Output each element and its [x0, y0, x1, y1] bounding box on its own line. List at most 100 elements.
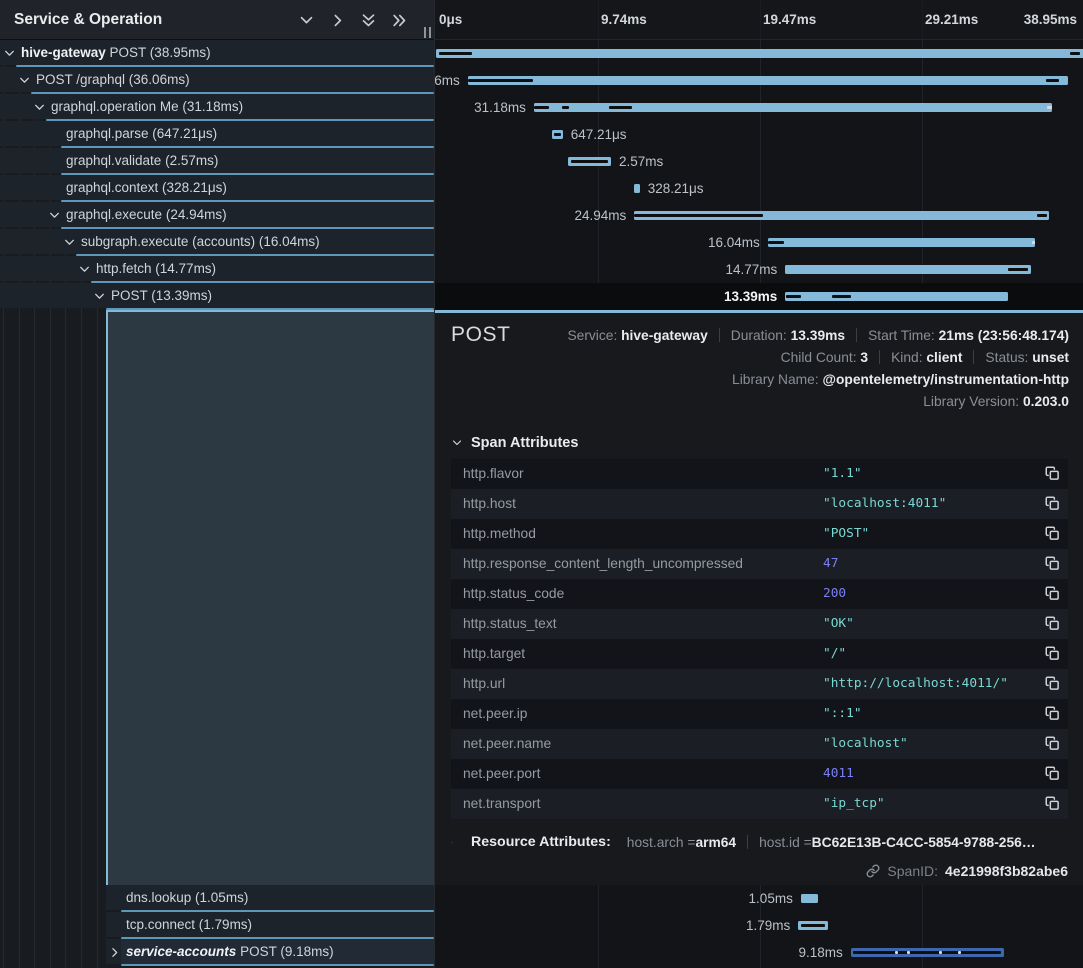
chevron-down-icon[interactable]: [78, 263, 91, 276]
overview-value: 0.203.0: [1023, 394, 1069, 409]
overview-value: unset: [1032, 350, 1069, 365]
attribute-row: http.flavor"1.1": [451, 459, 1068, 489]
span-bar[interactable]: [785, 292, 1008, 301]
service-operation-panel: hive-gateway POST (38.95ms)POST /graphql…: [0, 0, 434, 968]
span-attributes-table: http.flavor"1.1"http.host"localhost:4011…: [451, 459, 1068, 819]
child-span-marker: [439, 52, 471, 55]
copy-icon[interactable]: [1045, 616, 1060, 631]
chevron-down-icon[interactable]: [3, 47, 16, 60]
timeline-row: 13.39ms: [435, 283, 1083, 310]
span-attributes-header[interactable]: Span Attributes: [451, 435, 578, 451]
span-duration-label: 2.57ms: [619, 148, 663, 175]
attribute-row: http.host"localhost:4011": [451, 489, 1068, 519]
divider: [879, 350, 880, 364]
chevron-down-icon[interactable]: [63, 236, 76, 249]
attribute-row: http.response_content_length_uncompresse…: [451, 549, 1068, 579]
copy-icon[interactable]: [1045, 796, 1060, 811]
panel-resize-handle[interactable]: [424, 25, 431, 39]
child-span-marker: [609, 106, 632, 109]
divider: [856, 328, 857, 342]
copy-icon[interactable]: [1045, 766, 1060, 781]
copy-icon[interactable]: [1045, 676, 1060, 691]
chevron-right-icon[interactable]: [108, 946, 121, 959]
span-bar[interactable]: [468, 76, 1068, 85]
copy-icon[interactable]: [1045, 496, 1060, 511]
double-chevron-right-icon[interactable]: [391, 12, 408, 29]
attribute-row: http.url "http://localhost:4011/": [451, 669, 1068, 699]
chevron-down-icon[interactable]: [48, 209, 61, 222]
span-row-graphql-execute[interactable]: graphql.execute (24.94ms): [0, 202, 434, 229]
span-row-tcp-connect[interactable]: tcp.connect (1.79ms): [0, 912, 434, 939]
span-row-http-fetch[interactable]: http.fetch (14.77ms): [0, 256, 434, 283]
span-bar[interactable]: [634, 184, 639, 193]
attribute-row: net.peer.ip"::1": [451, 699, 1068, 729]
span-bar[interactable]: [851, 948, 1004, 957]
span-bar[interactable]: [785, 265, 1031, 274]
copy-icon[interactable]: [1045, 526, 1060, 541]
span-label: tcp.connect (1.79ms): [126, 912, 252, 937]
span-row-subgraph-execute-accounts-[interactable]: subgraph.execute (accounts) (16.04ms): [0, 229, 434, 256]
span-bar[interactable]: [436, 49, 1083, 58]
chevron-right-icon[interactable]: [451, 837, 462, 848]
attribute-value: "localhost": [823, 729, 908, 759]
span-duration-label: 1.05ms: [749, 885, 793, 912]
attribute-value: "POST": [823, 519, 869, 549]
attribute-value: 200: [823, 579, 846, 609]
copy-icon[interactable]: [1045, 556, 1060, 571]
resource-attributes-row[interactable]: Resource Attributes:host.arch = arm64hos…: [451, 834, 1036, 850]
span-bar[interactable]: [534, 103, 1052, 112]
span-detail-title: POST: [451, 323, 511, 347]
child-span-dot: [895, 951, 898, 954]
span-row-dns-lookup[interactable]: dns.lookup (1.05ms): [0, 885, 434, 912]
copy-icon[interactable]: [1045, 736, 1060, 751]
span-row-background: [0, 256, 434, 281]
span-row-graphql-context[interactable]: graphql.context (328.21μs): [0, 175, 434, 202]
overview-label: Library Version:: [923, 394, 1023, 409]
span-id-row: SpanID: 4e21998f3b82abe6: [866, 863, 1068, 879]
divider: [719, 328, 720, 342]
span-bar[interactable]: [768, 238, 1035, 247]
copy-icon[interactable]: [1045, 466, 1060, 481]
copy-icon[interactable]: [1045, 646, 1060, 661]
span-duration-label: 24.94ms: [575, 202, 627, 229]
span-bar[interactable]: [801, 894, 818, 903]
copy-icon[interactable]: [1045, 706, 1060, 721]
span-label: POST (13.39ms): [111, 283, 212, 308]
timeline-row: 1.79ms: [435, 912, 1083, 939]
attribute-key: http.url: [463, 669, 505, 699]
copy-icon[interactable]: [1045, 586, 1060, 601]
chevron-down-icon[interactable]: [93, 290, 106, 303]
span-bar[interactable]: [798, 921, 828, 930]
link-icon[interactable]: [866, 864, 880, 878]
attribute-key: http.response_content_length_uncompresse…: [463, 549, 743, 579]
span-row-post[interactable]: service-accounts POST (9.18ms): [0, 939, 434, 966]
span-row-graphql-parse[interactable]: graphql.parse (647.21μs): [0, 121, 434, 148]
span-row-graphql-operation-me[interactable]: graphql.operation Me (31.18ms): [0, 94, 434, 121]
span-row-post[interactable]: POST (13.39ms): [0, 283, 434, 310]
span-row-background: [0, 283, 434, 308]
attribute-value: 47: [823, 549, 838, 579]
span-bar[interactable]: [568, 157, 611, 166]
child-span-marker: [571, 160, 609, 163]
attribute-row: http.target"/": [451, 639, 1068, 669]
divider: [747, 835, 748, 849]
double-chevron-down-icon[interactable]: [360, 12, 377, 29]
span-bar[interactable]: [552, 130, 563, 139]
span-duration-label: 13.39ms: [724, 283, 777, 310]
span-row-post[interactable]: hive-gateway POST (38.95ms): [0, 40, 434, 67]
chevron-right-icon[interactable]: [329, 12, 346, 29]
resource-value: arm64: [695, 835, 736, 850]
chevron-down-icon[interactable]: [298, 12, 315, 29]
chevron-down-icon[interactable]: [18, 74, 31, 87]
span-row-graphql-validate[interactable]: graphql.validate (2.57ms): [0, 148, 434, 175]
resource-key: host.arch =: [627, 835, 696, 850]
timeline-row: 14.77ms: [435, 256, 1083, 283]
span-bar[interactable]: [634, 211, 1049, 220]
attribute-value: "http://localhost:4011/": [823, 669, 1008, 699]
span-row-post-graphql[interactable]: POST /graphql (36.06ms): [0, 67, 434, 94]
panel-title: Service & Operation: [14, 0, 162, 39]
attribute-row: http.status_text"OK": [451, 609, 1068, 639]
attribute-value: "ip_tcp": [823, 789, 885, 819]
chevron-down-icon[interactable]: [33, 101, 46, 114]
overview-label: Status:: [985, 350, 1032, 365]
